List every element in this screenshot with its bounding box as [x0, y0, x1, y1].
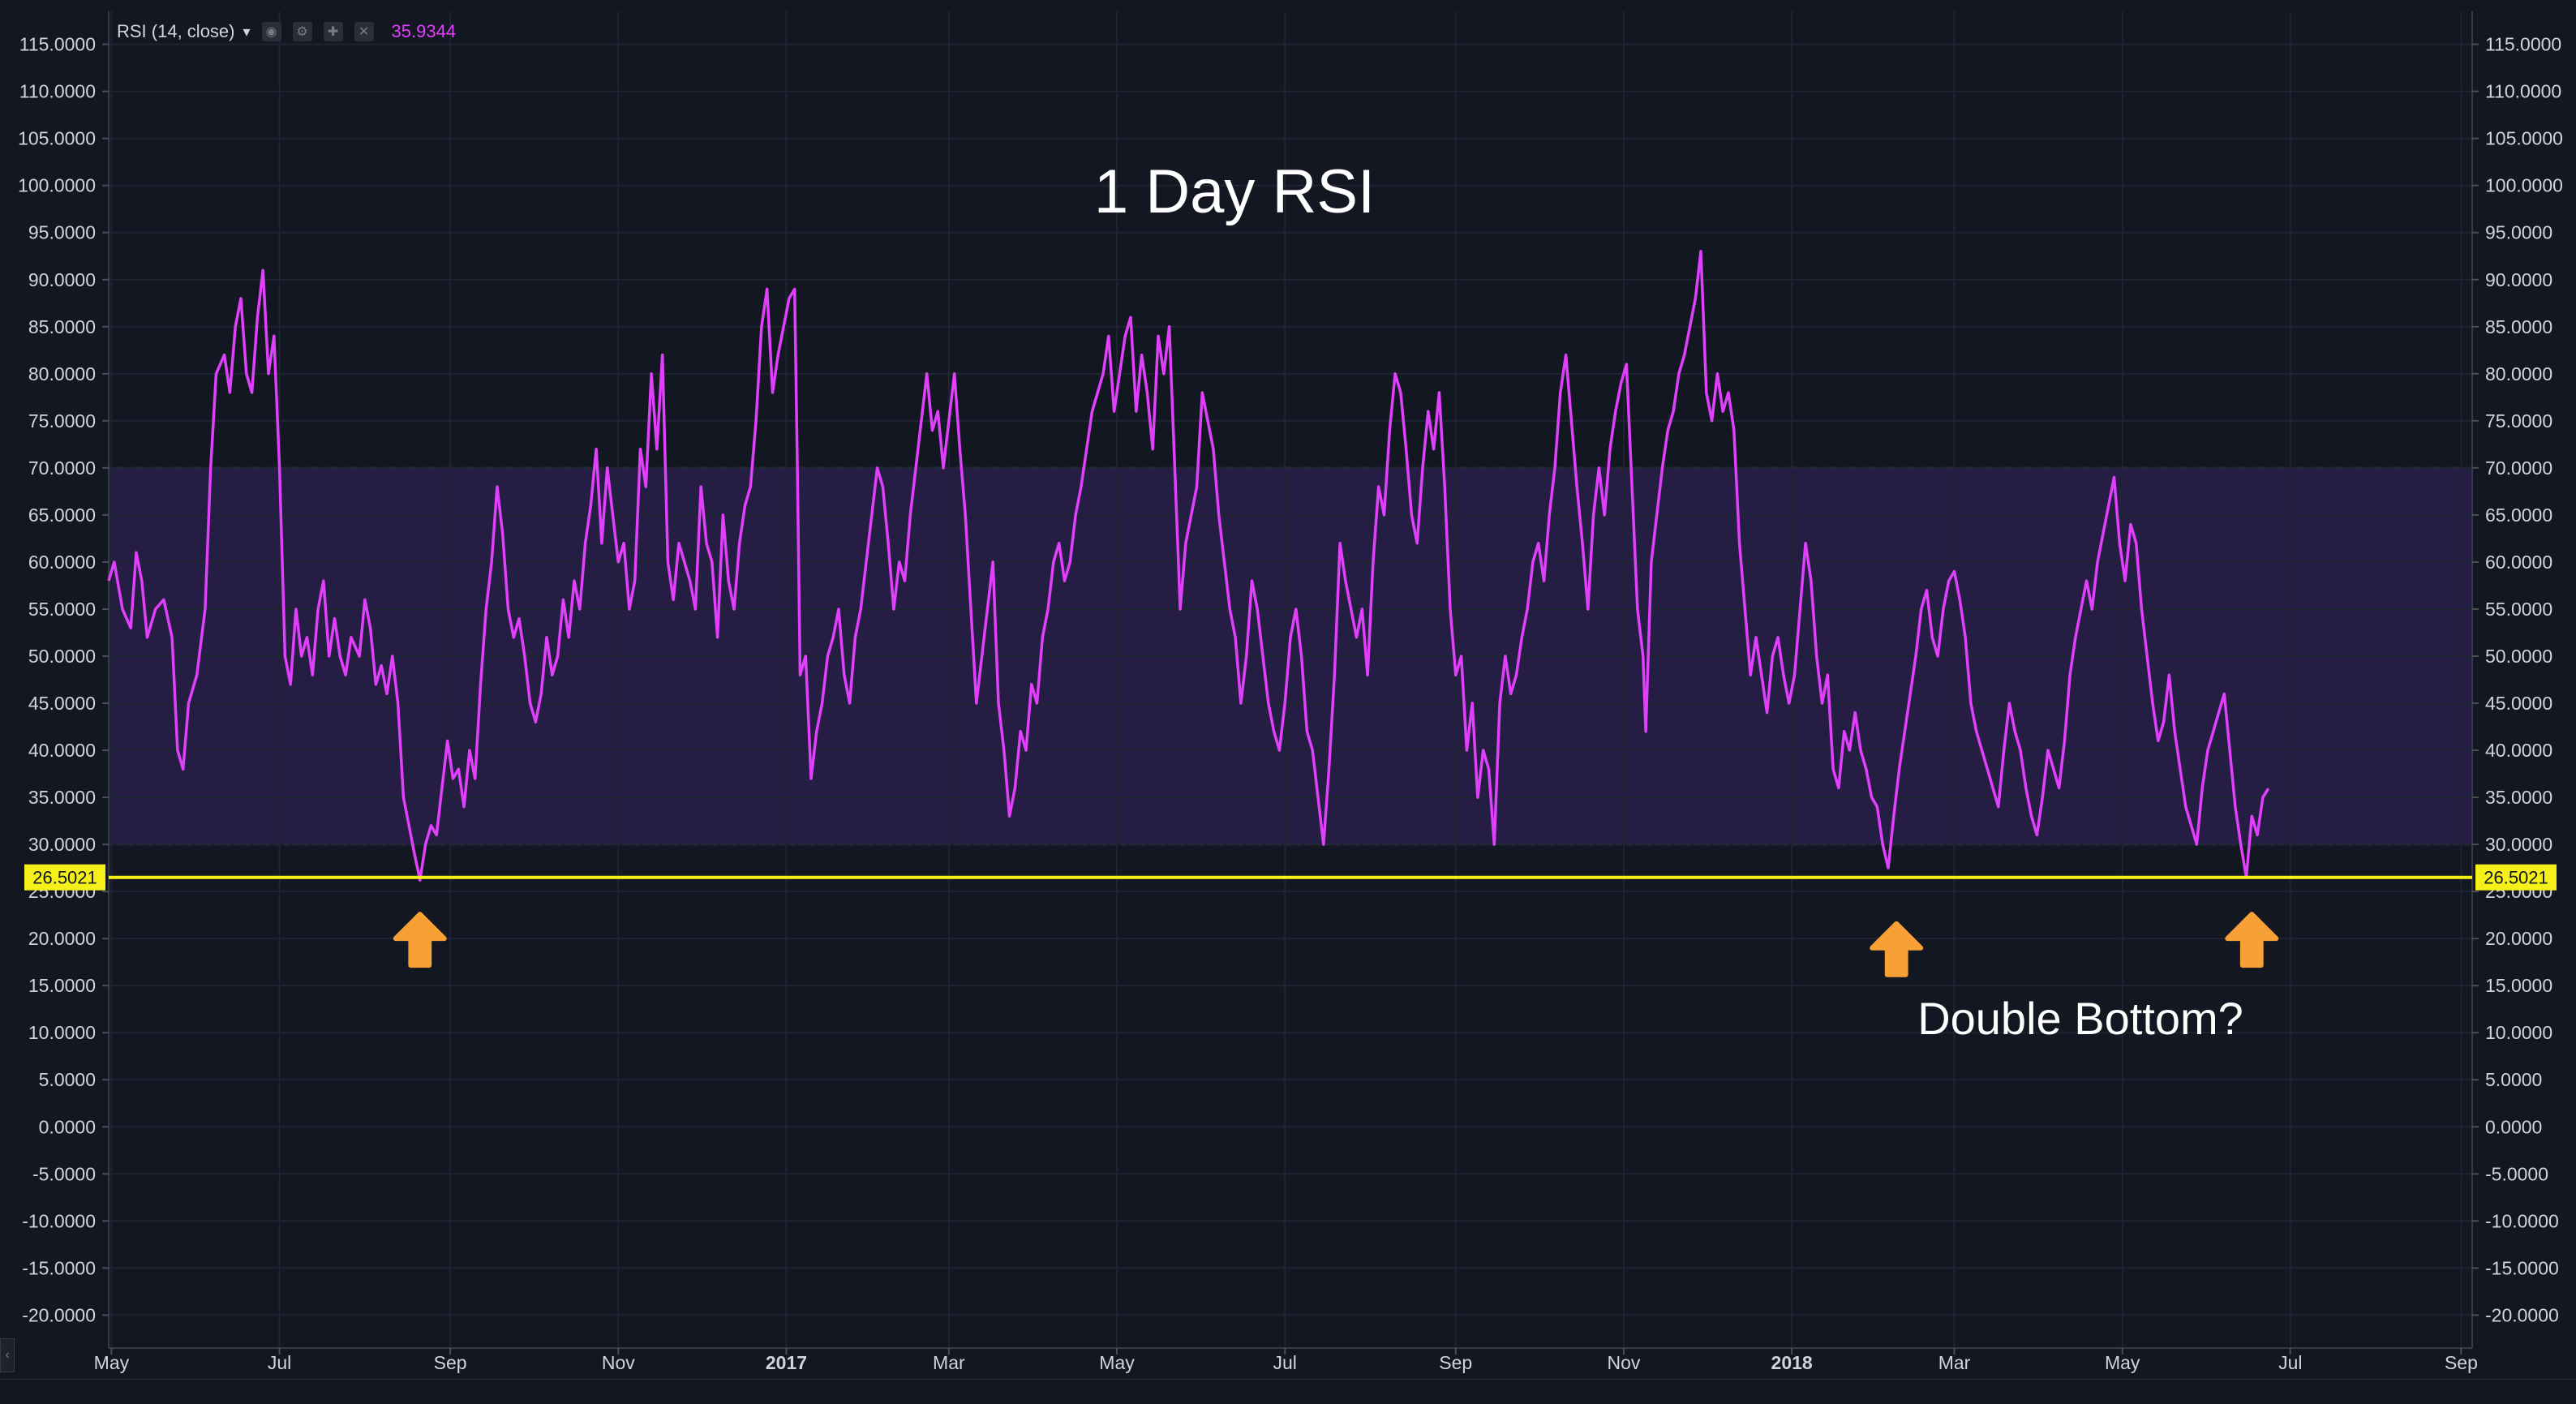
y-tick-label-left: 50.0000 [28, 646, 96, 667]
grid-layer [109, 11, 2472, 1348]
y-tick-label-right: 10.0000 [2485, 1022, 2552, 1043]
indicator-value: 35.9344 [391, 21, 457, 41]
y-tick-label-left: 10.0000 [28, 1022, 96, 1043]
indicator-legend: RSI (14, close) ▾ ◉ ⚙ ✚ ✕ 35.9344 [117, 21, 456, 42]
x-tick-label: Sep [1439, 1352, 1472, 1373]
y-tick-label-left: -10.0000 [22, 1210, 96, 1231]
support-label-left: 26.5021 [32, 868, 97, 888]
arrow-up-icon [2225, 912, 2279, 968]
y-tick-label-right: 55.0000 [2485, 599, 2552, 620]
y-tick-label-left: 0.0000 [39, 1116, 96, 1137]
x-tick-label: 2017 [766, 1352, 807, 1373]
y-tick-label-right: 100.0000 [2485, 175, 2563, 196]
y-tick-label-left: 90.0000 [28, 269, 96, 290]
y-tick-label-right: 90.0000 [2485, 269, 2552, 290]
y-tick-label-right: 45.0000 [2485, 693, 2552, 714]
y-tick-label-left: 30.0000 [28, 834, 96, 855]
y-tick-label-right: 50.0000 [2485, 646, 2552, 667]
chart-title: 1 Day RSI [1094, 157, 1375, 226]
y-tick-label-left: 35.0000 [28, 787, 96, 808]
chevron-down-icon[interactable]: ▾ [243, 23, 251, 40]
y-tick-label-left: 60.0000 [28, 552, 96, 573]
y-tick-label-right: 40.0000 [2485, 740, 2552, 761]
y-tick-label-right: 95.0000 [2485, 222, 2552, 243]
y-tick-label-right: 60.0000 [2485, 552, 2552, 573]
x-tick-label: May [1099, 1352, 1135, 1373]
support-line-layer: 26.5021 26.5021 [24, 864, 2557, 891]
x-tick-label: May [94, 1352, 130, 1373]
y-tick-label-left: 15.0000 [28, 975, 96, 996]
y-tick-label-right: 5.0000 [2485, 1069, 2542, 1090]
x-tick-label: Jul [2278, 1352, 2302, 1373]
y-tick-label-right: 0.0000 [2485, 1116, 2542, 1137]
y-tick-label-left: 5.0000 [39, 1069, 96, 1090]
gear-icon[interactable]: ⚙ [292, 22, 312, 41]
double-bottom-annotation: Double Bottom? [1917, 993, 2243, 1044]
y-tick-label-left: -5.0000 [32, 1163, 96, 1184]
y-tick-label-right: -20.0000 [2485, 1304, 2559, 1325]
y-tick-label-left: 40.0000 [28, 740, 96, 761]
y-tick-label-left: 115.0000 [19, 34, 96, 55]
x-tick-label: 2018 [1771, 1352, 1813, 1373]
y-tick-label-left: 75.0000 [28, 410, 96, 432]
y-tick-label-left: 20.0000 [28, 928, 96, 949]
y-tick-label-left: 110.0000 [19, 81, 96, 102]
y-tick-label-right: 35.0000 [2485, 787, 2552, 808]
eye-icon[interactable]: ◉ [261, 22, 281, 41]
x-tick-label: Sep [434, 1352, 467, 1373]
y-tick-label-right: 20.0000 [2485, 928, 2552, 949]
x-tick-label: May [2105, 1352, 2140, 1373]
y-tick-label-left: 105.0000 [18, 128, 96, 149]
y-tick-label-right: 30.0000 [2485, 834, 2552, 855]
y-tick-label-right: 85.0000 [2485, 316, 2552, 337]
y-tick-label-right: 80.0000 [2485, 363, 2552, 384]
y-tick-label-right: 75.0000 [2485, 410, 2552, 432]
y-tick-label-left: 100.0000 [18, 175, 96, 196]
arrow-layer [393, 912, 2279, 977]
x-tick-label: Jul [1273, 1352, 1297, 1373]
y-tick-label-left: 55.0000 [28, 599, 96, 620]
bottom-toolbar [0, 1379, 2576, 1404]
x-tick-label: Mar [933, 1352, 965, 1373]
collapse-left-icon[interactable]: ‹ [0, 1338, 15, 1372]
y-tick-label-right: -5.0000 [2485, 1163, 2548, 1184]
support-label-right: 26.5021 [2484, 868, 2548, 888]
x-tick-label: Sep [2445, 1352, 2478, 1373]
y-tick-label-left: 45.0000 [28, 693, 96, 714]
y-tick-label-right: 115.0000 [2485, 34, 2561, 55]
x-tick-label: Nov [1607, 1352, 1640, 1373]
y-tick-label-right: 70.0000 [2485, 457, 2552, 479]
y-tick-label-left: 95.0000 [28, 222, 96, 243]
y-tick-label-right: 110.0000 [2485, 81, 2561, 102]
y-tick-label-right: 65.0000 [2485, 504, 2552, 526]
y-tick-label-left: 85.0000 [28, 316, 96, 337]
y-tick-label-left: -20.0000 [22, 1304, 96, 1325]
close-icon[interactable]: ✕ [354, 22, 374, 41]
rsi-line-layer [107, 250, 2270, 882]
indicator-name[interactable]: RSI (14, close) [117, 21, 235, 41]
y-tick-label-left: 80.0000 [28, 363, 96, 384]
y-tick-label-right: -10.0000 [2485, 1210, 2559, 1231]
y-tick-label-right: -15.0000 [2485, 1257, 2559, 1278]
arrow-up-icon [1870, 921, 1924, 977]
rsi-series-line [107, 250, 2270, 882]
y-tick-label-left: 70.0000 [28, 457, 96, 479]
y-tick-label-left: -15.0000 [22, 1257, 96, 1278]
y-tick-label-right: 15.0000 [2485, 975, 2552, 996]
y-tick-label-right: 105.0000 [2485, 128, 2563, 149]
x-tick-label: Mar [1938, 1352, 1971, 1373]
y-tick-label-left: 65.0000 [28, 504, 96, 526]
support-label-right-box [2475, 864, 2557, 891]
x-tick-label: Jul [268, 1352, 291, 1373]
x-tick-label: Nov [602, 1352, 635, 1373]
arrow-up-icon [393, 912, 447, 968]
add-icon[interactable]: ✚ [323, 22, 343, 41]
axis-layer: 115.0000 115.0000 110.0000 110.0000 105.0000… [18, 11, 2563, 1373]
support-label-left-box [24, 864, 105, 891]
